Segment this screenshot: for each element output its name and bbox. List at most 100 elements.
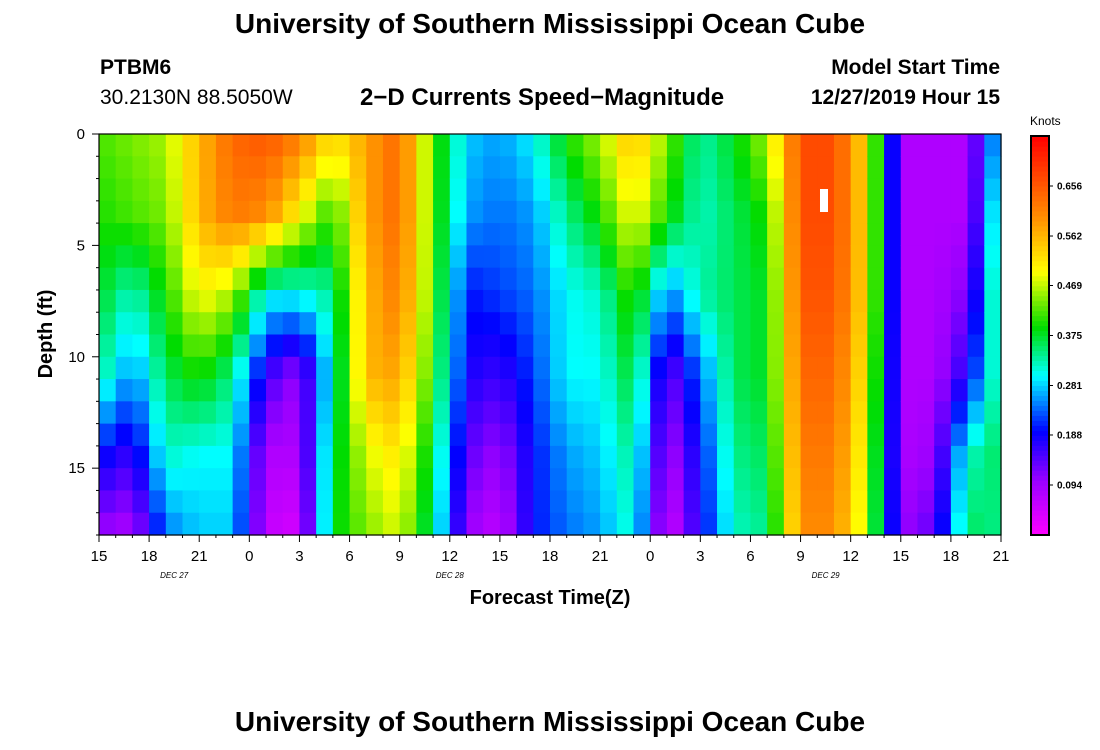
heatmap-cell [349, 356, 367, 380]
heatmap-cell [967, 356, 985, 380]
heatmap-cell [833, 200, 852, 224]
heatmap-cell [232, 312, 250, 336]
heatmap-cell [266, 512, 284, 536]
heatmap-cell [650, 178, 668, 202]
heatmap-cell [733, 134, 752, 157]
heatmap-cell [516, 401, 534, 425]
heatmap-cell [132, 156, 150, 180]
heatmap-cell [633, 423, 651, 447]
heatmap-cell [683, 445, 701, 469]
heatmap-cell [165, 356, 184, 380]
heatmap-cell [750, 289, 768, 313]
heatmap-cell [934, 156, 952, 180]
heatmap-cell [533, 401, 551, 425]
x-tick-label: 6 [345, 548, 353, 565]
heatmap-cell [132, 512, 150, 536]
heatmap-cell [600, 178, 618, 202]
heatmap-cell [382, 445, 401, 469]
heatmap-cell [366, 512, 384, 536]
heatmap-cell [366, 312, 384, 336]
heatmap-cell [967, 490, 985, 514]
heatmap-cell [767, 334, 785, 358]
heatmap-cell [399, 267, 417, 291]
heatmap-cell [332, 289, 351, 313]
heatmap-cell [833, 401, 852, 425]
heatmap-cell [850, 356, 868, 380]
heatmap-cell [666, 134, 685, 157]
colorbar-segment [1031, 350, 1049, 357]
heatmap-cell [483, 245, 501, 269]
heatmap-cell [967, 512, 985, 536]
heatmap-cell [566, 312, 584, 336]
heatmap-cell [884, 289, 902, 313]
heatmap-cell [783, 289, 802, 313]
colorbar-segment [1031, 405, 1049, 411]
heatmap-cell [616, 490, 635, 514]
heatmap-cell [950, 156, 969, 180]
heatmap-cell [282, 356, 301, 380]
heatmap-cell [750, 356, 768, 380]
heatmap-cell [550, 401, 568, 425]
colorbar-segment [1031, 370, 1049, 376]
heatmap-cell [282, 512, 301, 536]
heatmap-cell [683, 490, 701, 514]
heatmap-cell [666, 334, 685, 358]
heatmap-cell [466, 178, 484, 202]
heatmap-cell [600, 245, 618, 269]
heatmap-cell [199, 134, 217, 157]
heatmap-cell [950, 401, 969, 425]
colorbar-segment [1031, 190, 1049, 197]
heatmap-cell [249, 468, 267, 492]
heatmap-cell [900, 423, 919, 447]
heatmap-cell [382, 289, 401, 313]
heatmap-cell [366, 334, 384, 358]
x-tick-label: 15 [492, 548, 509, 565]
heatmap-cell [717, 379, 735, 402]
heatmap-cell [850, 178, 868, 202]
heatmap-cell [800, 267, 818, 291]
heatmap-cell [917, 334, 935, 358]
heatmap-cell [950, 200, 969, 224]
heatmap-cell [249, 512, 267, 536]
date-label: DEC 28 [436, 571, 465, 580]
heatmap-cell [900, 178, 919, 202]
heatmap-cell [733, 289, 752, 313]
heatmap-cell [767, 468, 785, 492]
heatmap-cell [316, 334, 334, 358]
colorbar-segment [1031, 335, 1049, 342]
heatmap-cell [466, 490, 484, 514]
heatmap-cell [149, 356, 167, 380]
heatmap-cell [433, 490, 451, 514]
heatmap-cell [616, 134, 635, 157]
heatmap-cell [282, 178, 301, 202]
heatmap-cell [249, 267, 267, 291]
heatmap-cell [967, 289, 985, 313]
heatmap-cell [683, 379, 701, 402]
heatmap-cell [750, 490, 768, 514]
heatmap-cell [550, 490, 568, 514]
heatmap-cell [650, 200, 668, 224]
heatmap-cell [633, 223, 651, 246]
heatmap-cell [700, 245, 718, 269]
heatmap-cell [533, 334, 551, 358]
heatmap-cells [99, 134, 1002, 536]
heatmap-cell [149, 245, 167, 269]
heatmap-cell [499, 490, 518, 514]
heatmap-cell [683, 356, 701, 380]
heatmap-cell [99, 134, 117, 157]
heatmap-cell [750, 200, 768, 224]
heatmap-cell [750, 312, 768, 336]
heatmap-cell [516, 512, 534, 536]
heatmap-cell [299, 312, 317, 336]
heatmap-cell [149, 334, 167, 358]
heatmap-cell [683, 134, 701, 157]
heatmap-cell [600, 156, 618, 180]
heatmap-cell [884, 423, 902, 447]
heatmap-cell [115, 356, 133, 380]
heatmap-cell [666, 490, 685, 514]
heatmap-cell [583, 423, 601, 447]
heatmap-cell [750, 423, 768, 447]
heatmap-cell [566, 445, 584, 469]
colorbar-segment [1031, 165, 1049, 172]
heatmap-cell [149, 267, 167, 291]
